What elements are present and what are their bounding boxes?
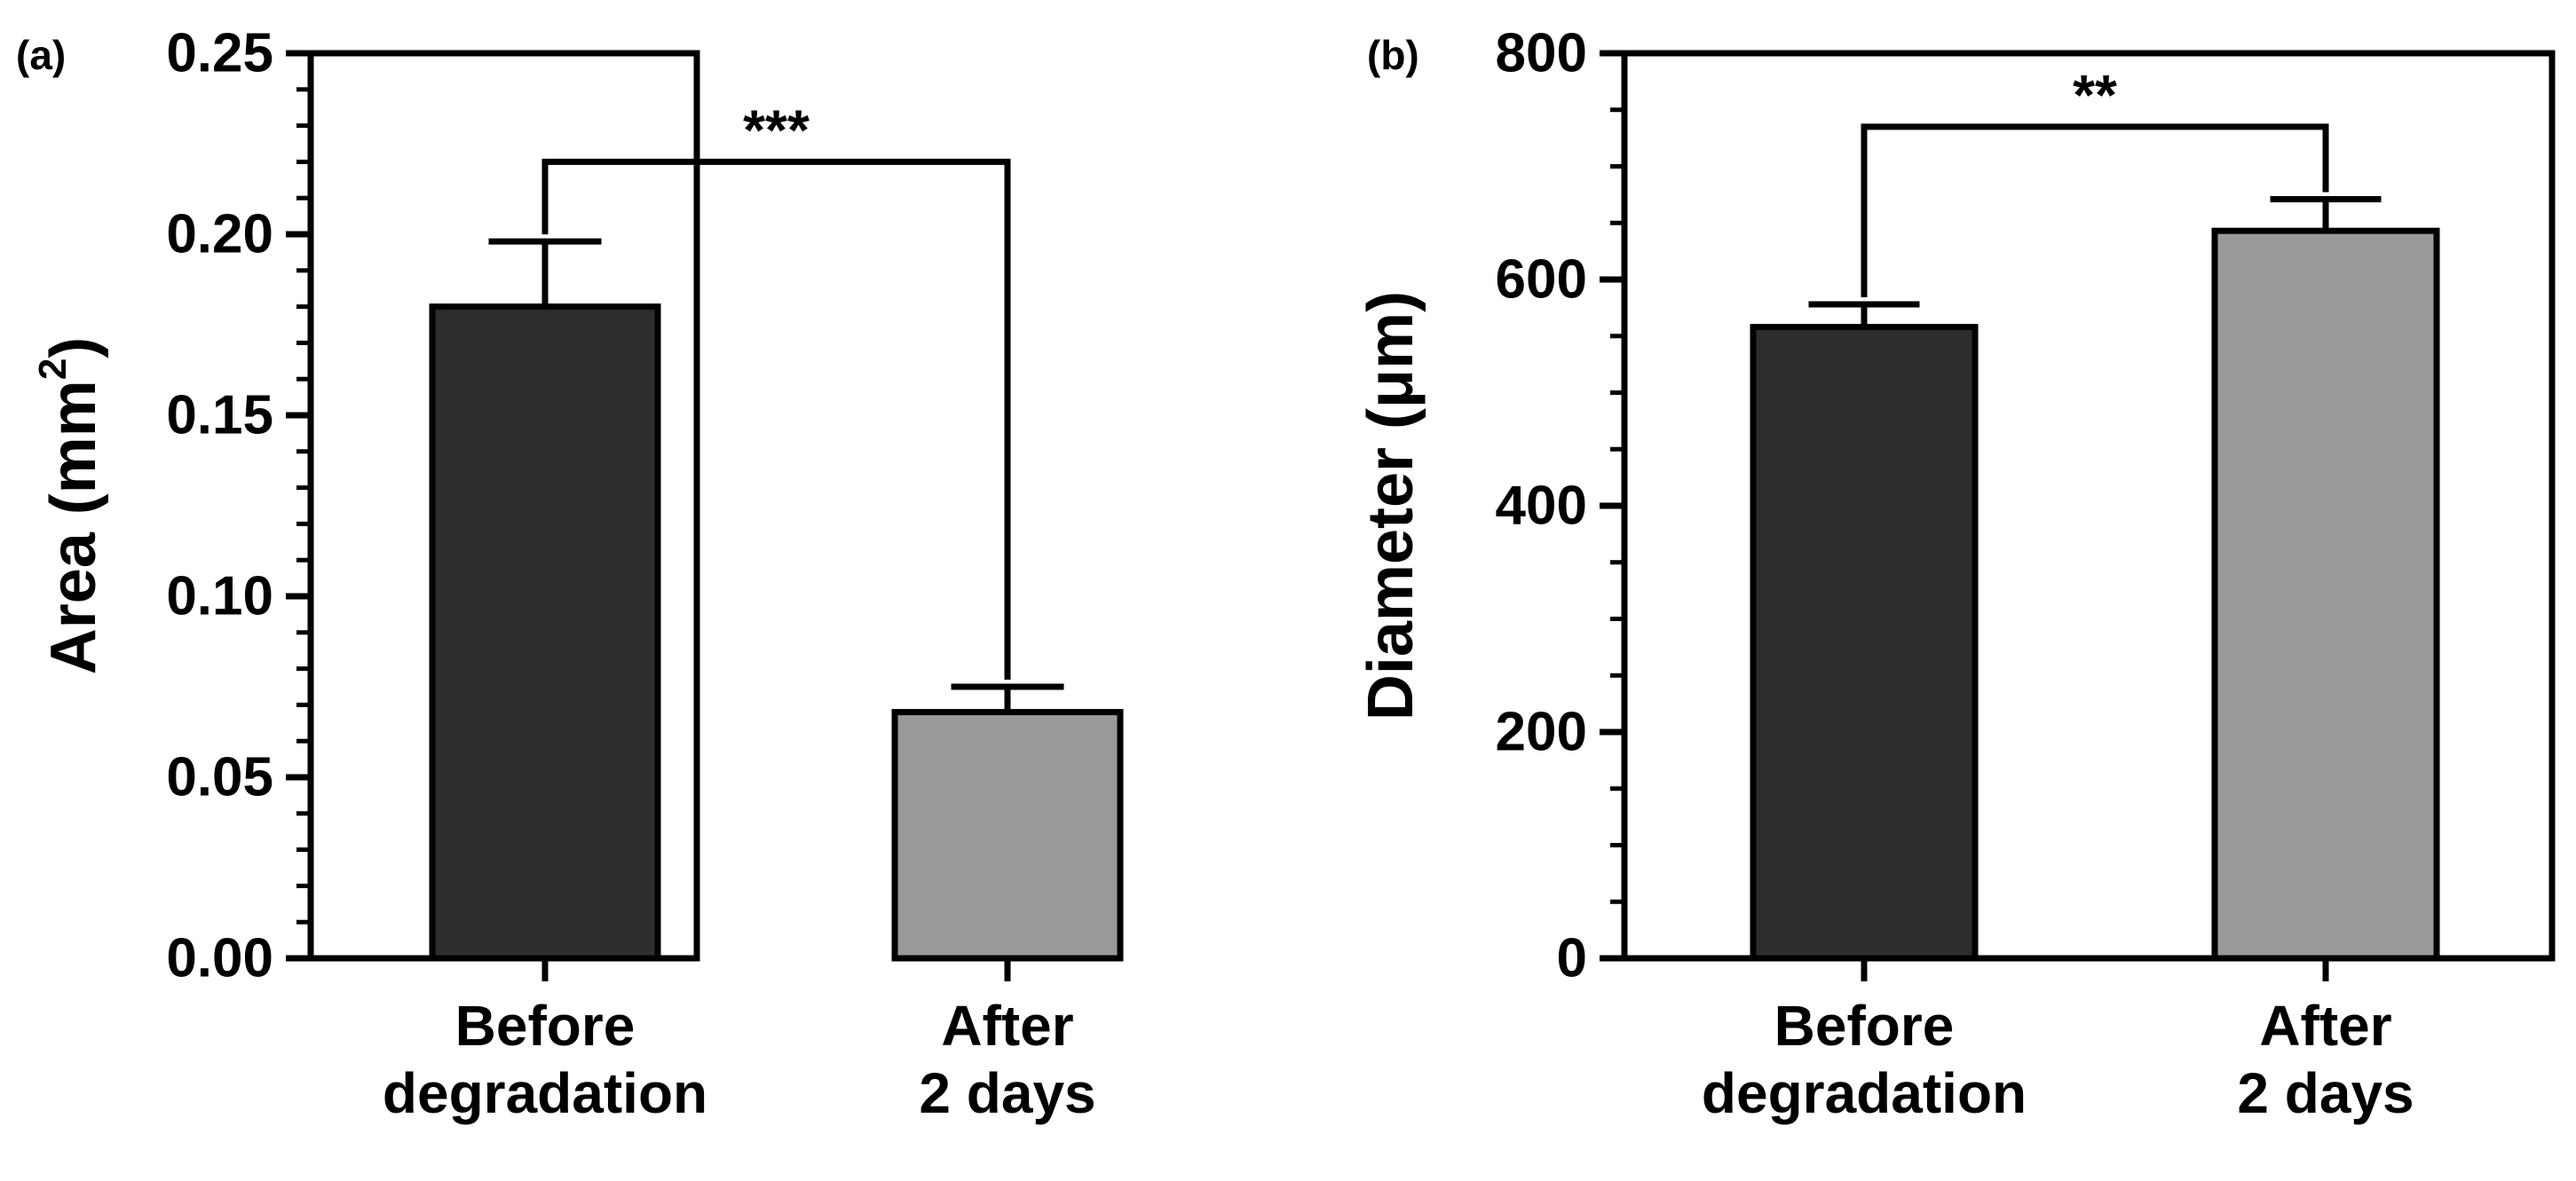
y-tick-label: 200 bbox=[1496, 702, 1587, 763]
x-category-label: After 2 days bbox=[2237, 994, 2414, 1125]
plot-frame bbox=[307, 50, 700, 962]
y-tick-label: 0.25 bbox=[166, 23, 273, 84]
y-tick-label: 0.05 bbox=[166, 747, 273, 808]
y-tick-label: 0.15 bbox=[166, 385, 273, 446]
bar bbox=[2211, 227, 2440, 962]
y-axis-label: Area (mm2) bbox=[31, 337, 109, 675]
x-category-label: After 2 days bbox=[919, 994, 1095, 1125]
panel-label: (b) bbox=[1367, 32, 1419, 78]
significance-label: ** bbox=[2073, 63, 2117, 127]
significance-bracket bbox=[541, 158, 1011, 680]
significance-label: *** bbox=[743, 98, 810, 161]
y-tick-label: 400 bbox=[1496, 476, 1587, 537]
bar bbox=[891, 709, 1124, 962]
y-tick-label: 0.10 bbox=[166, 566, 273, 627]
panel-b: (b) Diameter (μm) 0 200 400 600 800 ** Before deg… bbox=[1355, 23, 2556, 1125]
y-tick-label: 600 bbox=[1496, 249, 1587, 311]
y-tick-label: 0.00 bbox=[166, 928, 273, 989]
panel-a: (a) Area (mm2) 0.00 0.05 0.10 0.15 0.20 0.25 ***… bbox=[16, 23, 1124, 1125]
significance-bracket bbox=[1861, 123, 2329, 298]
y-axis-label: Diameter (μm) bbox=[1355, 291, 1426, 720]
y-tick-label: 0.20 bbox=[166, 204, 273, 265]
panel-label: (a) bbox=[16, 32, 66, 78]
bar bbox=[1750, 324, 1979, 962]
y-tick-label: 800 bbox=[1496, 23, 1587, 84]
x-category-label: Before degradation bbox=[1702, 994, 2027, 1125]
y-tick-label: 0 bbox=[1557, 928, 1587, 989]
plot-frame bbox=[1621, 50, 2556, 962]
x-category-label: Before degradation bbox=[383, 994, 707, 1125]
bar bbox=[429, 303, 661, 962]
